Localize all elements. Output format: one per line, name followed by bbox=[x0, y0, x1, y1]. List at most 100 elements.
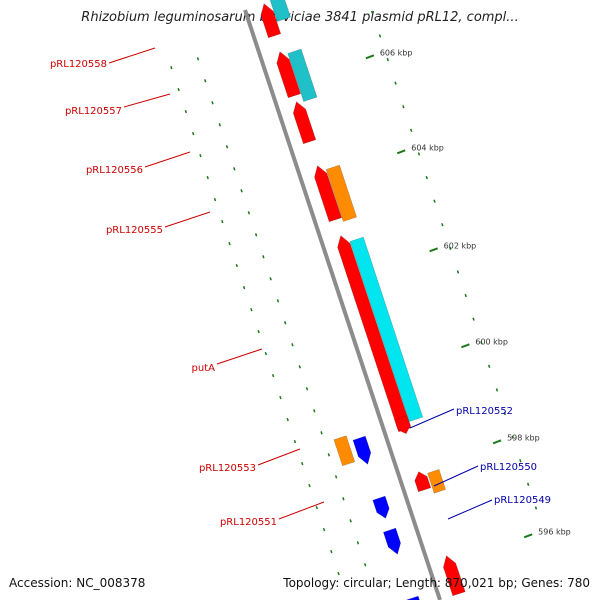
tick-mark bbox=[370, 10, 374, 15]
gene-arrow bbox=[276, 51, 301, 99]
tick-mark bbox=[298, 365, 301, 369]
tick-mark bbox=[177, 87, 180, 92]
tick-mark bbox=[221, 219, 224, 224]
tick-mark bbox=[402, 105, 405, 109]
gene-label: pRL120555 bbox=[106, 225, 163, 236]
tick-mark bbox=[313, 409, 316, 413]
tick-mark bbox=[242, 285, 246, 290]
gene-arrow bbox=[414, 471, 432, 493]
tick-mark bbox=[480, 341, 483, 345]
gene-label: pRL120553 bbox=[199, 463, 256, 474]
gene-arrow bbox=[443, 555, 466, 597]
tick-mark bbox=[495, 388, 499, 392]
gene-label: pRL120549 bbox=[494, 495, 551, 506]
tick-mark bbox=[196, 57, 200, 61]
gene-arrow bbox=[372, 495, 390, 519]
tick-mark bbox=[269, 277, 272, 281]
tick-mark bbox=[271, 373, 275, 378]
ruler-tick bbox=[396, 149, 406, 155]
gene-label: pRL120556 bbox=[86, 165, 143, 176]
gene-label: pRL120557 bbox=[65, 106, 122, 117]
ruler-tick bbox=[461, 343, 470, 349]
tick-mark bbox=[511, 435, 514, 439]
feature-box bbox=[269, 0, 291, 22]
label-leader bbox=[144, 151, 191, 168]
label-leader bbox=[108, 47, 156, 64]
label-leader bbox=[123, 93, 171, 108]
tick-mark bbox=[417, 152, 421, 156]
tick-mark bbox=[291, 343, 294, 347]
tick-mark bbox=[305, 387, 309, 391]
tick-mark bbox=[240, 189, 243, 193]
tick-mark bbox=[337, 571, 340, 576]
tick-mark bbox=[378, 34, 382, 38]
label-leader bbox=[278, 501, 325, 520]
tick-mark bbox=[262, 255, 265, 259]
tick-mark bbox=[233, 167, 236, 171]
tick-mark bbox=[534, 506, 538, 510]
tick-mark bbox=[349, 519, 352, 523]
tick-mark bbox=[464, 293, 467, 298]
tick-mark bbox=[487, 364, 491, 369]
tick-mark bbox=[503, 411, 506, 416]
tick-mark bbox=[247, 211, 251, 215]
tick-mark bbox=[342, 497, 345, 501]
tick-mark bbox=[191, 131, 195, 136]
ruler-label: 602 kbp bbox=[444, 241, 477, 250]
label-leader bbox=[257, 448, 301, 466]
gene-labels: pRL120558 pRL120557 pRL120556 pRL120555 putA… bbox=[50, 47, 551, 528]
gene-arrow bbox=[260, 3, 282, 39]
label-leader bbox=[216, 348, 263, 365]
ruler-label: 598 kbp bbox=[507, 433, 540, 442]
feature-box bbox=[427, 469, 446, 494]
tick-mark bbox=[170, 65, 173, 70]
tick-mark bbox=[448, 246, 452, 251]
ruler-label: 596 kbp bbox=[538, 527, 571, 536]
gene-arrow bbox=[352, 435, 372, 465]
tick-mark bbox=[472, 317, 475, 321]
tick-mark bbox=[364, 563, 367, 567]
tick-mark bbox=[386, 57, 389, 62]
feature-box bbox=[333, 435, 356, 467]
tick-mark bbox=[308, 483, 311, 488]
tick-mark bbox=[284, 321, 287, 325]
tick-mark bbox=[301, 461, 304, 466]
tick-mark bbox=[286, 417, 289, 422]
ruler-label: 606 kbp bbox=[380, 48, 413, 57]
tick-mark bbox=[184, 109, 188, 114]
ruler-tick bbox=[365, 54, 375, 60]
tick-mark bbox=[206, 175, 209, 180]
features bbox=[260, 0, 466, 600]
label-leader bbox=[447, 499, 493, 520]
tick-mark bbox=[276, 299, 280, 303]
tick-mark bbox=[456, 270, 460, 274]
tick-mark bbox=[250, 307, 253, 312]
gene-arrow bbox=[394, 415, 411, 435]
feature-box bbox=[325, 164, 357, 222]
gene-label: pRL120558 bbox=[50, 59, 107, 70]
tick-mark bbox=[356, 541, 360, 545]
ruler-tick bbox=[523, 533, 533, 539]
gene-label: pRL120552 bbox=[456, 406, 513, 417]
gene-arrow bbox=[314, 165, 342, 223]
ruler-label: 600 kbp bbox=[475, 337, 508, 346]
ruler: 606 kbp 604 kbp 602 kbp 600 kbp 598 kbp 596 k… bbox=[365, 48, 571, 539]
tick-mark bbox=[264, 351, 268, 356]
tick-mark bbox=[315, 505, 318, 510]
feature-box bbox=[287, 48, 318, 102]
tick-mark bbox=[394, 81, 397, 85]
tick-mark bbox=[519, 459, 522, 463]
tick-mark bbox=[526, 482, 530, 487]
tick-mark bbox=[199, 153, 202, 158]
tick-mark bbox=[254, 233, 258, 237]
ruler-label: 604 kbp bbox=[411, 143, 444, 152]
tick-mark bbox=[225, 145, 229, 149]
tick-mark bbox=[211, 101, 214, 105]
tick-mark bbox=[228, 241, 231, 246]
tick-mark bbox=[235, 263, 238, 268]
tick-mark bbox=[320, 431, 323, 435]
tick-marks bbox=[170, 10, 538, 576]
gene-arrow bbox=[292, 101, 317, 145]
label-leader bbox=[164, 211, 211, 228]
